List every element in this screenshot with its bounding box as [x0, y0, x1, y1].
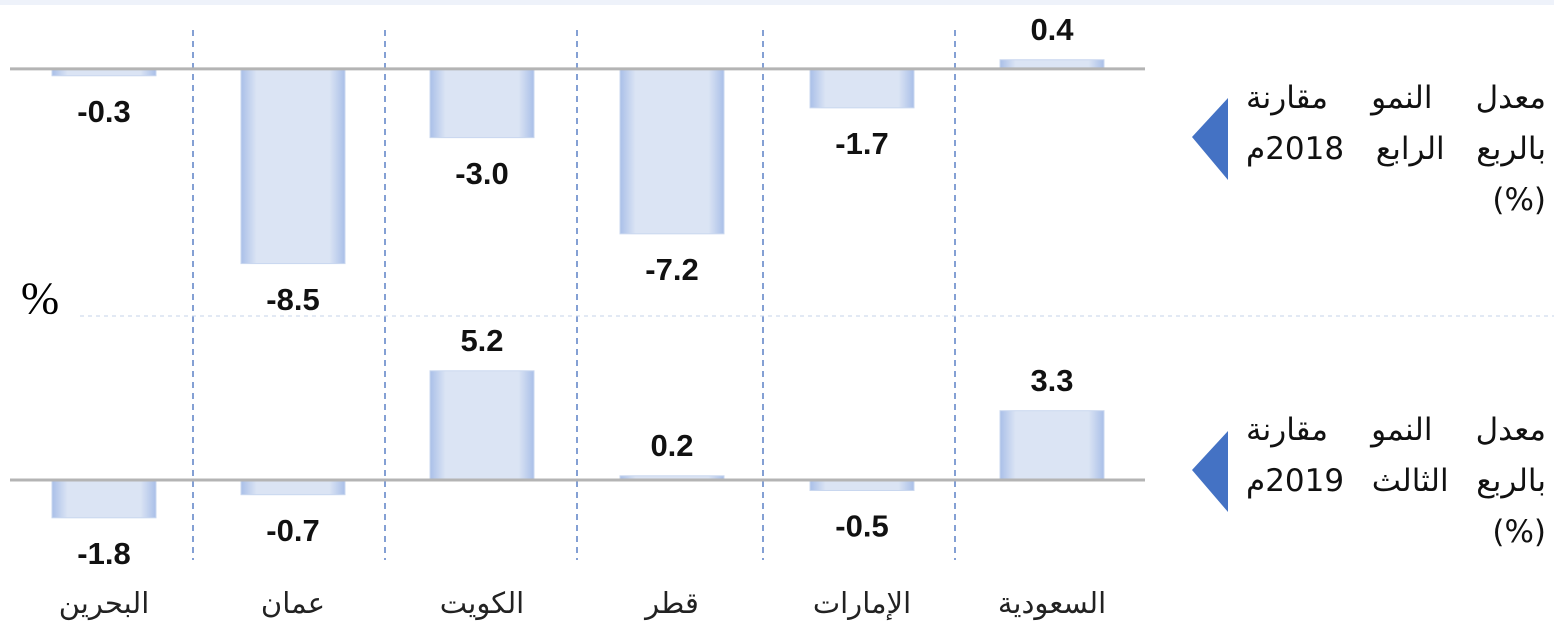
- bar: [809, 479, 915, 491]
- bar: [429, 370, 535, 481]
- x-tick-label: عمان: [261, 586, 325, 620]
- y-axis-label: %: [21, 273, 59, 324]
- top-band: [0, 0, 1554, 5]
- data-label: 5.2: [460, 323, 503, 358]
- data-label: -3.0: [455, 156, 508, 191]
- data-label: -0.3: [77, 94, 130, 129]
- data-label: -1.8: [77, 536, 130, 571]
- x-tick-label: السعودية: [998, 586, 1106, 620]
- bar: [240, 479, 346, 496]
- data-label: -0.7: [266, 513, 319, 548]
- data-label: 0.2: [650, 428, 693, 463]
- data-label: -1.7: [835, 126, 888, 161]
- x-tick-label: الكويت: [440, 586, 524, 620]
- bar: [240, 68, 346, 265]
- series-label: معدل النمو مقارنة بالربع الرابع 2018م (%…: [1246, 80, 1546, 218]
- x-tick-label: البحرين: [59, 586, 150, 620]
- bar: [999, 410, 1105, 481]
- x-tick-label: الإمارات: [813, 586, 911, 621]
- x-tick-label: قطر: [643, 586, 699, 620]
- data-label: 3.3: [1030, 363, 1073, 398]
- bar: [619, 68, 725, 235]
- data-label: 0.4: [1030, 12, 1074, 47]
- data-label: -0.5: [835, 509, 888, 544]
- arrow: [1192, 431, 1228, 512]
- separators: [192, 30, 956, 560]
- data-label: -7.2: [645, 252, 698, 287]
- bar: [429, 68, 535, 139]
- bar: [809, 68, 915, 109]
- data-label: -8.5: [266, 282, 319, 317]
- series-label: معدل النمو مقارنة بالربع الثالث 2019م (%…: [1246, 412, 1546, 550]
- arrow: [1192, 98, 1228, 180]
- bar: [51, 479, 157, 519]
